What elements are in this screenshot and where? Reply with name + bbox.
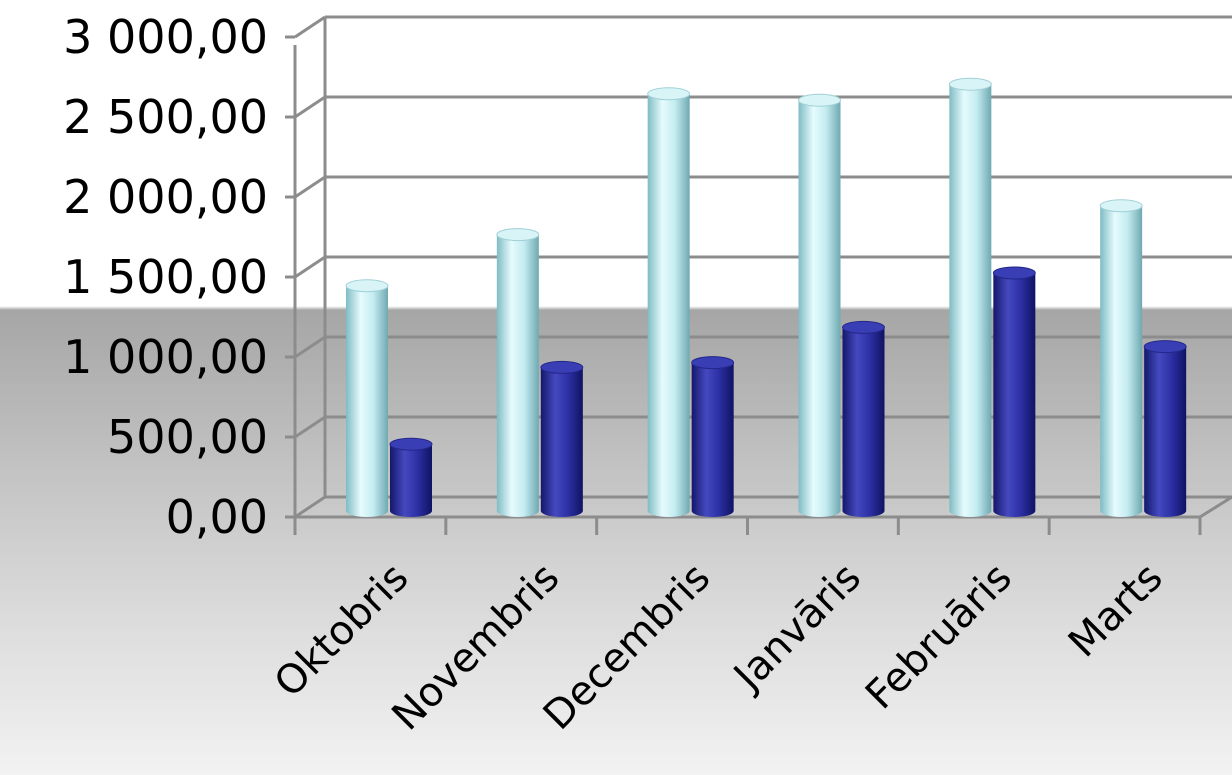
bar-series-2	[540, 360, 584, 517]
y-tick-label: 1 000,00	[63, 330, 268, 384]
bar-series-1	[496, 228, 540, 517]
bar-series-1	[1099, 199, 1143, 518]
bar-series-1	[647, 87, 691, 518]
bar-series-2	[1143, 340, 1187, 517]
y-tick-labels: 0,00 500,00 1 000,00 1 500,00 2 000,00 2 500,…	[63, 10, 268, 544]
bar-series-1	[948, 77, 992, 517]
bar-series-1	[345, 279, 389, 517]
bar-series-2	[992, 266, 1036, 518]
bar-series-2	[691, 356, 735, 517]
y-tick-label: 500,00	[107, 410, 268, 464]
gridline-diagonal	[294, 335, 326, 359]
bar-series-2	[389, 437, 433, 517]
y-tick-label: 1 500,00	[63, 250, 268, 304]
gridline-diagonal	[294, 15, 326, 39]
gridline-diagonal	[294, 415, 326, 439]
gridline-diagonal	[294, 255, 326, 279]
bar-series-2	[842, 320, 885, 517]
gridlines	[294, 15, 1232, 519]
bars	[345, 77, 1187, 518]
y-tick-label: 2 000,00	[63, 170, 268, 224]
y-tick-label: 2 500,00	[63, 90, 268, 144]
gridline-diagonal	[294, 95, 326, 119]
y-tick-label: 3 000,00	[63, 10, 268, 64]
gridline-diagonal	[294, 175, 326, 199]
y-tick-label: 0,00	[166, 490, 268, 544]
bar-series-1	[798, 93, 841, 517]
floor-edge	[1199, 495, 1232, 519]
gridline-diagonal	[294, 495, 326, 519]
axes	[285, 17, 1232, 535]
